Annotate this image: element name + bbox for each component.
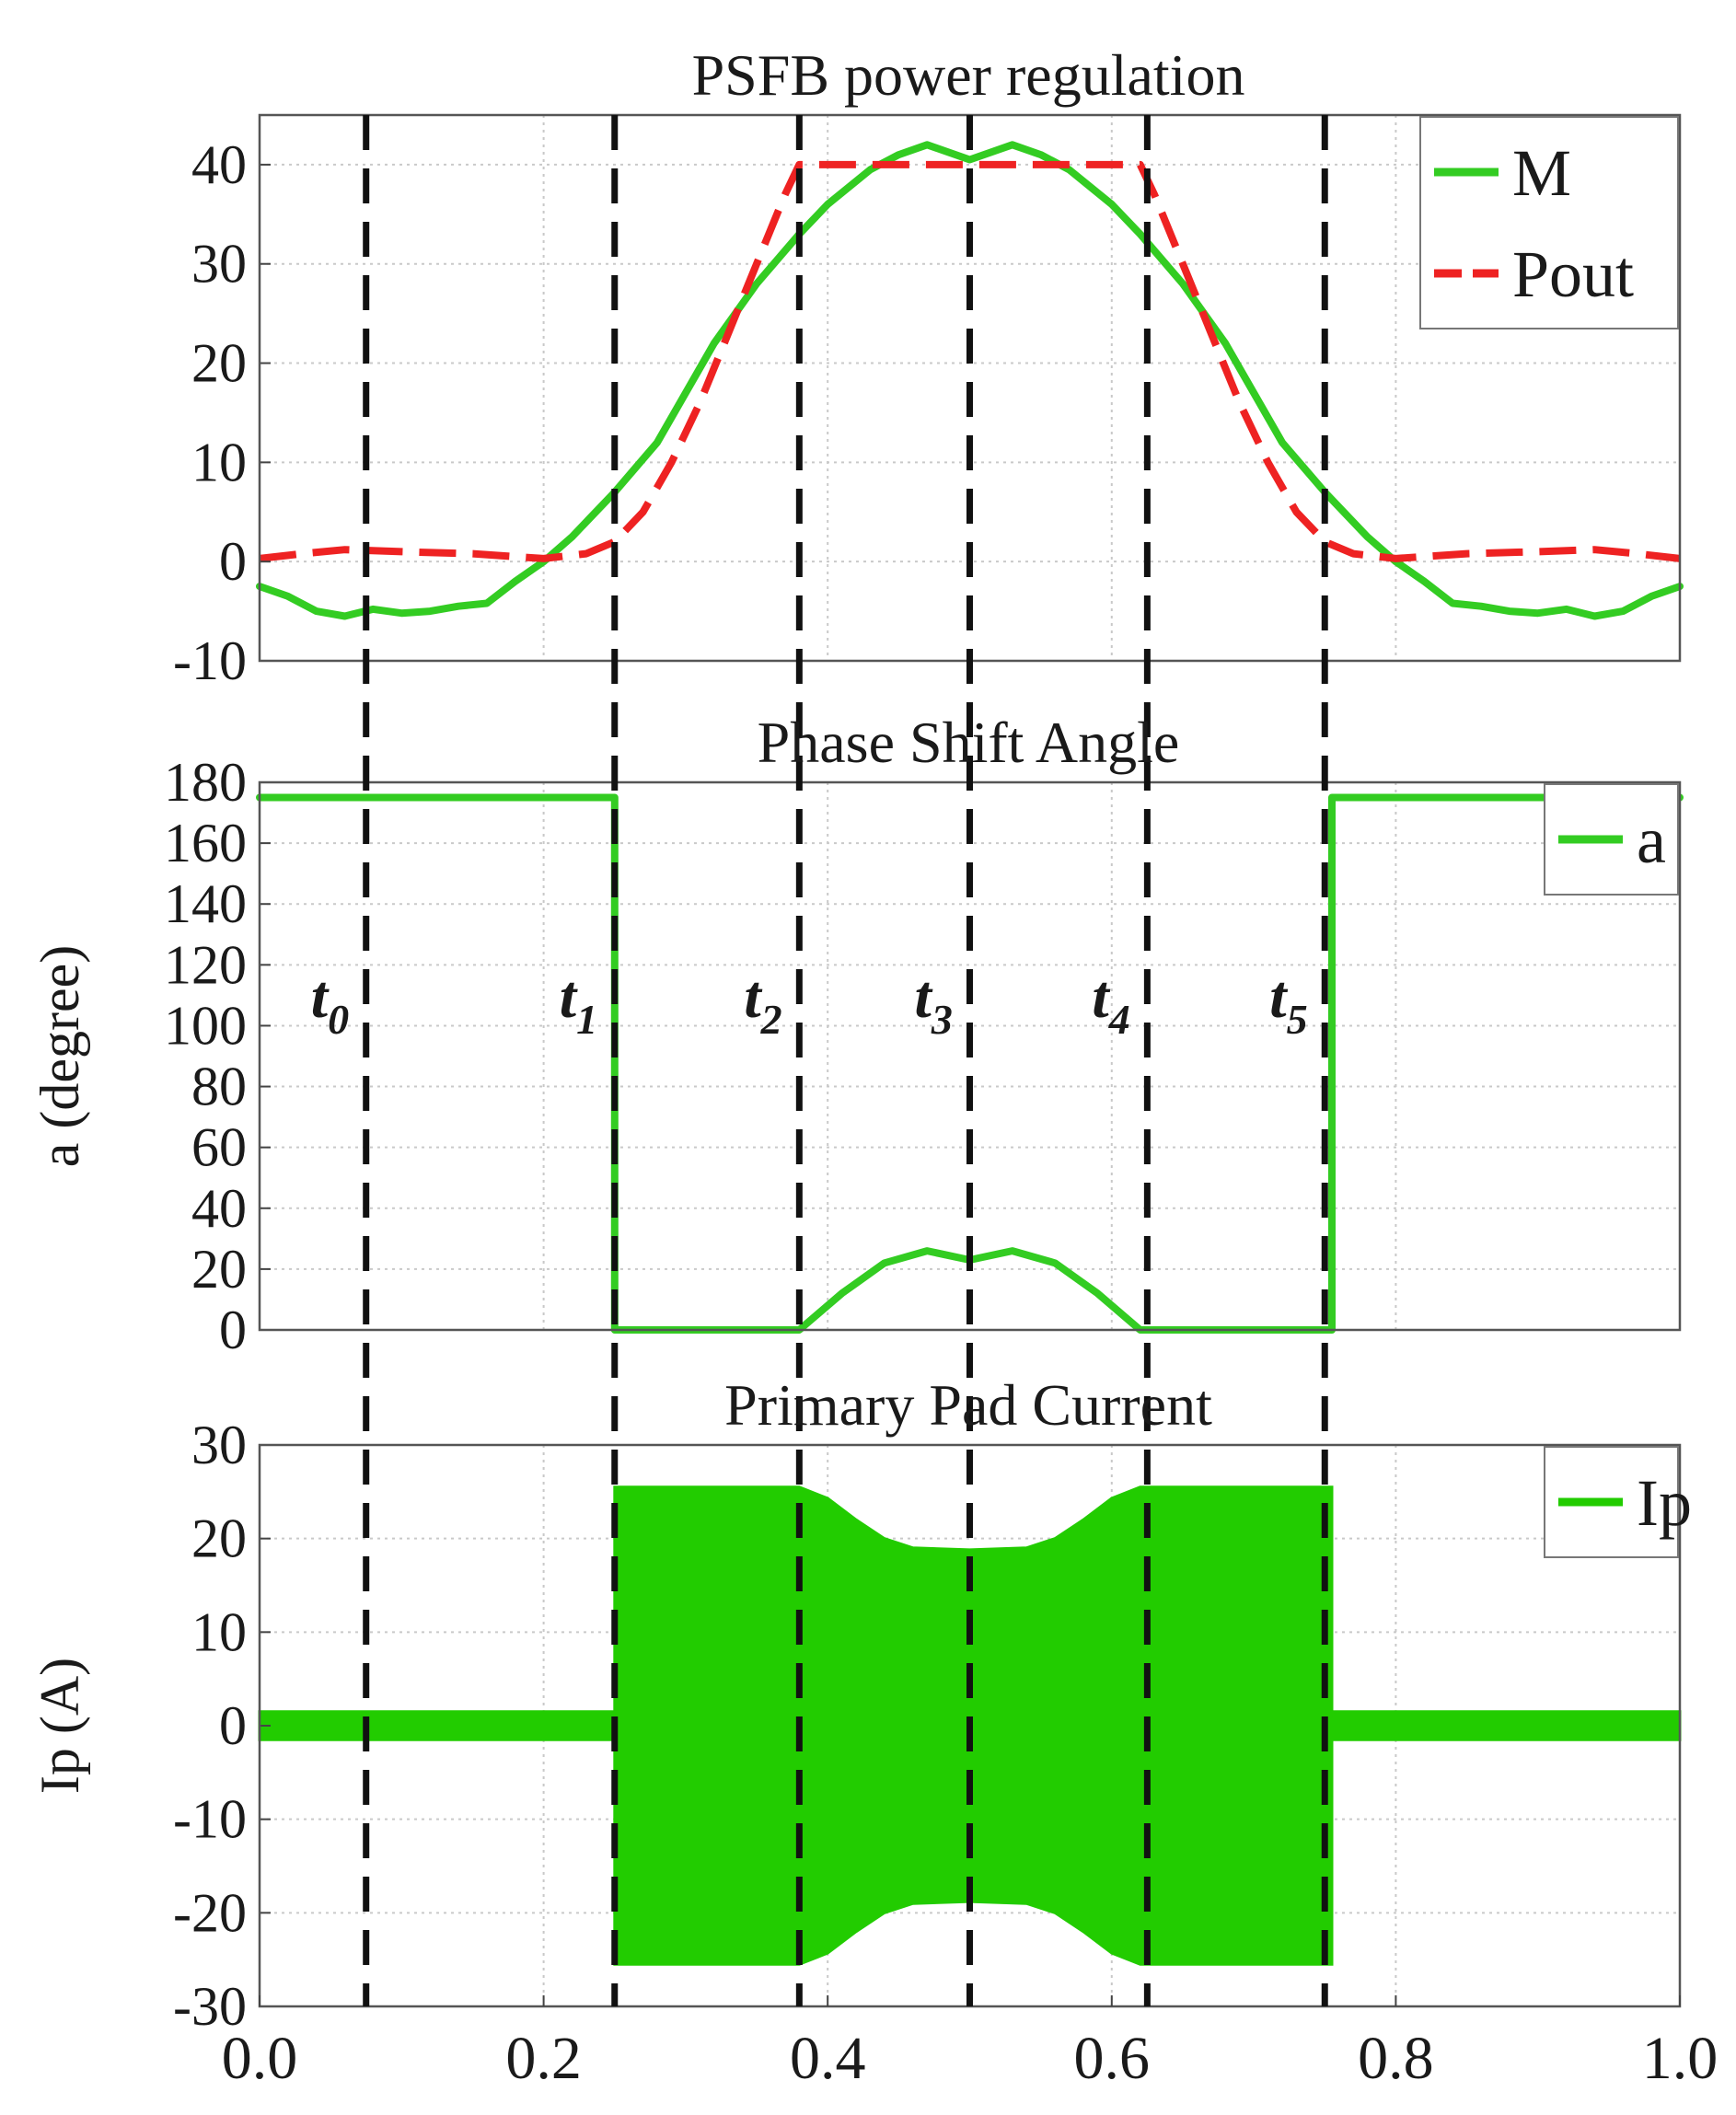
panel-3-ytick-label: -20 — [173, 1882, 247, 1943]
panel-3-xtick-label: 0.4 — [790, 2025, 866, 2092]
panel-2-ytick-label: 160 — [164, 813, 247, 873]
panel-3-ytick-label: 20 — [191, 1508, 247, 1569]
panel-1-ytick-label: -10 — [173, 630, 247, 691]
panel-3-ytick-label: -30 — [173, 1976, 247, 2037]
time-marker-label-t3: t3 — [915, 964, 953, 1043]
panel-2-legend-label-a: a — [1637, 803, 1666, 877]
time-marker-label-t1: t1 — [560, 964, 597, 1043]
panel-3-ytick-label: 10 — [191, 1601, 247, 1662]
panel-2-ytick-label: 60 — [191, 1117, 247, 1178]
panel-3-xtick-label: 1.0 — [1642, 2025, 1719, 2092]
panel-1-title: PSFB power regulation — [692, 42, 1245, 108]
panel-2-ytick-label: 140 — [164, 873, 247, 934]
panel-2-ylabel: a (degree) — [29, 945, 90, 1167]
time-marker-label-t5: t5 — [1269, 964, 1307, 1043]
time-marker-subscript-t2: 2 — [760, 996, 782, 1043]
legend-layer: M Pout a Ip — [1419, 116, 1692, 1558]
time-marker-layer — [363, 115, 1328, 2006]
panel-3-xtick-label: 0.8 — [1358, 2025, 1434, 2092]
panel-1-ytick-label: 0 — [219, 531, 247, 592]
panel-3-legend-label-ip: Ip — [1637, 1466, 1692, 1540]
panel-2-ytick-label: 80 — [191, 1057, 247, 1117]
panel-1-legend-box — [1419, 116, 1679, 329]
panel-1-series-m-line — [256, 141, 1684, 620]
panel-3-ylabel: Ip (A) — [29, 1658, 90, 1794]
panel-1-ytick-label: 30 — [191, 234, 247, 295]
panel-2-ytick-label: 180 — [164, 752, 247, 813]
panel-3-xtick-label: 0.6 — [1074, 2025, 1151, 2092]
panel-2-title: Phase Shift Angle — [758, 710, 1180, 775]
panel-2-ytick-label: 20 — [191, 1239, 247, 1300]
time-marker-subscript-t4: 4 — [1108, 996, 1130, 1043]
panel-3-ytick-label: -10 — [173, 1789, 247, 1850]
time-marker-label-t0: t0 — [311, 964, 349, 1043]
panel-1-ytick-label: 20 — [191, 333, 247, 394]
time-marker-subscript-t5: 5 — [1287, 996, 1308, 1043]
panel-1-legend-label-m: M — [1512, 136, 1571, 210]
panel-1-series-pout-line — [259, 160, 1681, 562]
panel-3-ytick-label: 0 — [219, 1695, 247, 1756]
panel-1-legend-label-pout: Pout — [1512, 237, 1634, 311]
panel-2-ytick-label: 100 — [164, 995, 247, 1056]
time-marker-subscript-t0: 0 — [328, 996, 349, 1043]
panel-2-ytick-label: 40 — [191, 1178, 247, 1239]
panel-3-xtick-label: 0.0 — [222, 2025, 298, 2092]
time-marker-subscript-t3: 3 — [931, 996, 953, 1043]
panel-3-xtick-label: 0.2 — [505, 2025, 582, 2092]
time-marker-subscript-t1: 1 — [576, 996, 597, 1043]
panel-2-ytick-label: 120 — [164, 934, 247, 995]
panel-2-ytick-label: 0 — [219, 1300, 247, 1360]
grid-layer — [260, 115, 1680, 2006]
panel-1-ytick-label: 40 — [191, 134, 247, 195]
panel-3-ytick-label: 30 — [191, 1415, 247, 1475]
panel-3-title: Primary Pad Current — [724, 1372, 1212, 1438]
panel-1-ytick-label: 10 — [191, 432, 247, 492]
time-marker-label-t2: t2 — [744, 964, 781, 1043]
